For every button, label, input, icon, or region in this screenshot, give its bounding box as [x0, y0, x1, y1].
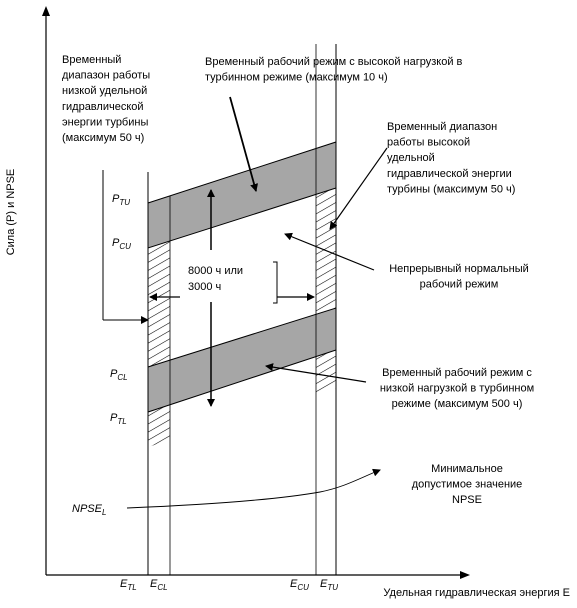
label-line: низкой нагрузкой в турбинном [380, 383, 534, 395]
label-text: Временный диапазон работы высокой удельной… [387, 121, 515, 195]
label-line: гидравлической [62, 101, 144, 113]
x-axis-label: Удельная гидравлическая энергия E [383, 587, 570, 599]
npse-min-line [126, 468, 381, 509]
x-axis-arrowhead [460, 571, 470, 579]
low-load-band [147, 307, 337, 413]
low-load-leader [265, 363, 367, 383]
label-line: работы высокой [387, 137, 470, 149]
label-text: Непрерывный нормальный рабочий режим [389, 263, 529, 291]
hours-arrows [149, 189, 315, 407]
label-continuous-normal: Непрерывный нормальный рабочий режим [389, 263, 529, 291]
symbol-e-cl: ECL [150, 578, 168, 592]
label-line: 3000 ч [188, 281, 221, 293]
label-line: низкой удельной [62, 85, 147, 97]
y-axis-label: Сила (P) и NPSE [5, 169, 17, 256]
label-line: Минимальное [431, 463, 503, 475]
symbol-e-tu: ETU [320, 578, 338, 592]
label-text: Минимальное допустимое значение NPSE [412, 463, 523, 506]
symbol-p-cu: PCU [112, 237, 131, 251]
label-text: Временный рабочий режим с низкой нагрузко… [380, 367, 534, 410]
label-temp-high-load: Временный рабочий режим с высокой нагруз… [205, 56, 463, 84]
label-text: 8000 ч или 3000 ч [188, 265, 243, 293]
y-axis-arrowhead [42, 6, 50, 16]
label-npse-min: Минимальное допустимое значение NPSE [412, 463, 523, 506]
leader-arrows [229, 96, 388, 383]
label-text: Временный рабочий режим с высокой нагруз… [205, 56, 463, 84]
label-temp-low-energy: Временный диапазон работы низкой удельной г… [62, 54, 150, 144]
label-line: 8000 ч или [188, 265, 243, 277]
label-line: гидравлической энергии [387, 168, 512, 180]
label-line: энергии турбины [62, 116, 148, 128]
label-line: Временный рабочий режим с [382, 367, 532, 379]
energy-boundaries [147, 44, 337, 575]
symbol-p-tl: PTL [110, 412, 127, 426]
label-temp-low-load: Временный рабочий режим с низкой нагрузко… [380, 367, 534, 410]
symbol-p-tu: PTU [112, 193, 130, 207]
label-hours-box: 8000 ч или 3000 ч [188, 265, 243, 293]
symbol-e-tl: ETL [120, 578, 137, 592]
label-line: Временный диапазон [387, 121, 497, 133]
normal-range-leader [284, 232, 375, 271]
label-text: Временный диапазон работы низкой удельной г… [62, 54, 150, 144]
low-energy-bracket [102, 170, 149, 324]
load-bands [147, 141, 337, 413]
symbol-e-cu: ECU [290, 578, 309, 592]
label-temp-high-energy: Временный диапазон работы высокой удельной… [387, 121, 515, 195]
axes [42, 6, 470, 579]
high-energy-leader [329, 147, 388, 230]
npse-curve [126, 468, 381, 509]
label-line: турбины (максимум 50 ч) [387, 183, 515, 195]
high-load-leader [229, 96, 258, 192]
label-line: Непрерывный нормальный [389, 263, 529, 275]
label-line: Временный [62, 54, 121, 66]
label-line: турбинном режиме (максимум 10 ч) [205, 72, 388, 84]
label-line: рабочий режим [420, 279, 499, 291]
label-line: Временный рабочий режим с высокой нагруз… [205, 56, 463, 68]
high-load-band [147, 141, 337, 249]
label-line: удельной [387, 152, 435, 164]
symbol-npse-l: NPSEL [72, 503, 106, 517]
label-line: диапазон работы [62, 70, 150, 82]
label-line: допустимое значение [412, 479, 523, 491]
label-line: (максимум 50 ч) [62, 132, 144, 144]
symbol-p-cl: PCL [110, 368, 128, 382]
label-line: режиме (максимум 500 ч) [392, 398, 523, 410]
label-line: NPSE [452, 494, 482, 506]
